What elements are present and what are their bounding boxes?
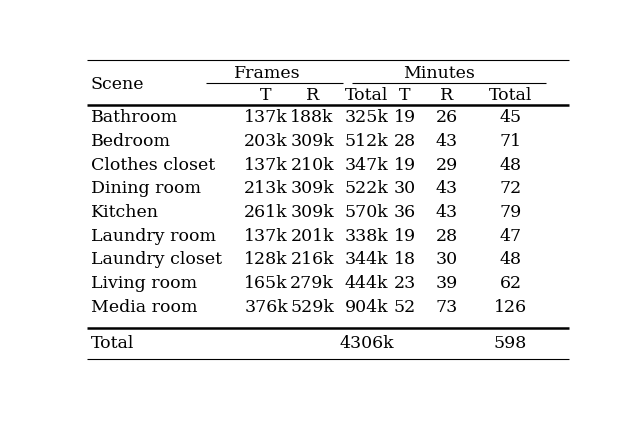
Text: 347k: 347k xyxy=(345,157,388,174)
Text: 213k: 213k xyxy=(244,180,288,197)
Text: 188k: 188k xyxy=(291,109,334,126)
Text: 137k: 137k xyxy=(244,228,288,245)
Text: 444k: 444k xyxy=(345,275,388,292)
Text: 128k: 128k xyxy=(244,252,288,268)
Text: 137k: 137k xyxy=(244,157,288,174)
Text: T: T xyxy=(260,87,272,104)
Text: 48: 48 xyxy=(500,252,522,268)
Text: 45: 45 xyxy=(499,109,522,126)
Text: Total: Total xyxy=(489,87,532,104)
Text: 325k: 325k xyxy=(345,109,388,126)
Text: 19: 19 xyxy=(394,157,416,174)
Text: 43: 43 xyxy=(436,180,458,197)
Text: Frames: Frames xyxy=(234,64,300,82)
Text: Clothes closet: Clothes closet xyxy=(91,157,215,174)
Text: Media room: Media room xyxy=(91,299,197,316)
Text: 71: 71 xyxy=(499,133,522,150)
Text: 28: 28 xyxy=(394,133,416,150)
Text: Total: Total xyxy=(345,87,388,104)
Text: 72: 72 xyxy=(499,180,522,197)
Text: 62: 62 xyxy=(499,275,522,292)
Text: 47: 47 xyxy=(499,228,522,245)
Text: 126: 126 xyxy=(494,299,527,316)
Text: 529k: 529k xyxy=(290,299,334,316)
Text: Total: Total xyxy=(91,335,134,352)
Text: Scene: Scene xyxy=(91,76,145,93)
Text: Dining room: Dining room xyxy=(91,180,201,197)
Text: 261k: 261k xyxy=(244,204,288,221)
Text: R: R xyxy=(440,87,454,104)
Text: 30: 30 xyxy=(436,252,458,268)
Text: 4306k: 4306k xyxy=(339,335,394,352)
Text: 203k: 203k xyxy=(244,133,288,150)
Text: 43: 43 xyxy=(436,204,458,221)
Text: Kitchen: Kitchen xyxy=(91,204,159,221)
Text: 309k: 309k xyxy=(291,204,334,221)
Text: Living room: Living room xyxy=(91,275,197,292)
Text: 43: 43 xyxy=(436,133,458,150)
Text: 201k: 201k xyxy=(291,228,334,245)
Text: 29: 29 xyxy=(436,157,458,174)
Text: 137k: 137k xyxy=(244,109,288,126)
Text: 570k: 570k xyxy=(345,204,388,221)
Text: R: R xyxy=(305,87,319,104)
Text: 344k: 344k xyxy=(345,252,388,268)
Text: 28: 28 xyxy=(436,228,458,245)
Text: 512k: 512k xyxy=(345,133,388,150)
Text: 309k: 309k xyxy=(291,133,334,150)
Text: 904k: 904k xyxy=(345,299,388,316)
Text: Bathroom: Bathroom xyxy=(91,109,178,126)
Text: 279k: 279k xyxy=(290,275,334,292)
Text: 36: 36 xyxy=(394,204,416,221)
Text: 30: 30 xyxy=(394,180,416,197)
Text: 165k: 165k xyxy=(244,275,288,292)
Text: 48: 48 xyxy=(500,157,522,174)
Text: 598: 598 xyxy=(494,335,527,352)
Text: 52: 52 xyxy=(394,299,416,316)
Text: 26: 26 xyxy=(436,109,458,126)
Text: 309k: 309k xyxy=(291,180,334,197)
Text: Laundry room: Laundry room xyxy=(91,228,216,245)
Text: 210k: 210k xyxy=(291,157,334,174)
Text: 338k: 338k xyxy=(345,228,388,245)
Text: 39: 39 xyxy=(436,275,458,292)
Text: 79: 79 xyxy=(499,204,522,221)
Text: T: T xyxy=(399,87,411,104)
Text: 23: 23 xyxy=(394,275,416,292)
Text: 19: 19 xyxy=(394,109,416,126)
Text: 376k: 376k xyxy=(244,299,288,316)
Text: Laundry closet: Laundry closet xyxy=(91,252,222,268)
Text: 73: 73 xyxy=(436,299,458,316)
Text: Bedroom: Bedroom xyxy=(91,133,171,150)
Text: 522k: 522k xyxy=(345,180,388,197)
Text: Minutes: Minutes xyxy=(403,64,474,82)
Text: 18: 18 xyxy=(394,252,416,268)
Text: 216k: 216k xyxy=(291,252,334,268)
Text: 19: 19 xyxy=(394,228,416,245)
